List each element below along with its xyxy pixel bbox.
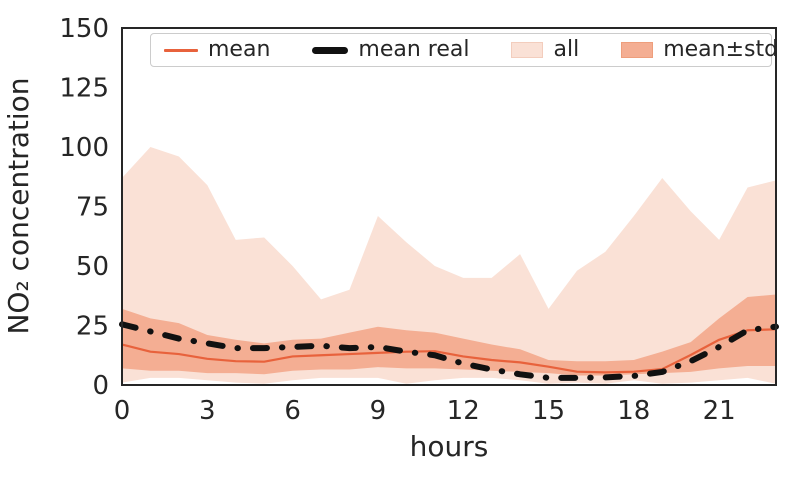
x-tick-label: 15 <box>532 396 565 426</box>
legend-label-mean: mean <box>208 37 271 62</box>
band-all <box>122 147 776 384</box>
legend-label-mean-real: mean real <box>358 37 470 62</box>
y-tick-label: 25 <box>76 312 109 342</box>
plot-border <box>121 27 777 386</box>
legend-item-mean-std: mean±std <box>621 39 778 61</box>
x-tick-label: 18 <box>617 396 650 426</box>
y-tick-label: 100 <box>59 133 109 163</box>
legend-label-mean-std: mean±std <box>663 37 779 62</box>
y-tick-label: 0 <box>92 371 109 401</box>
legend-swatch-all-patch <box>511 42 544 58</box>
y-axis-label: NO₂ concentration <box>2 77 35 334</box>
band-mean-std <box>122 294 776 376</box>
x-axis-label: hours <box>410 430 489 463</box>
x-tick-label: 21 <box>703 396 736 426</box>
legend-label-all: all <box>553 37 580 62</box>
legend-swatch-mean-real-line <box>312 46 349 54</box>
x-tick-label: 9 <box>370 396 387 426</box>
line-mean <box>121 328 777 374</box>
y-tick-label: 125 <box>59 74 109 104</box>
legend-swatch-mean-std-patch <box>621 42 654 58</box>
legend: mean mean real all mean±std <box>150 33 778 67</box>
legend-item-mean-real: mean real <box>312 39 469 61</box>
x-tick-label: 0 <box>114 396 131 426</box>
x-tick-label: 6 <box>284 396 301 426</box>
x-tick-label: 3 <box>199 396 216 426</box>
legend-swatch-mean-line <box>164 48 198 52</box>
x-tick-label: 12 <box>447 396 480 426</box>
legend-item-mean: mean <box>164 39 270 61</box>
legend-item-all: all <box>511 39 579 61</box>
y-tick-label: 50 <box>76 252 109 282</box>
plot-area: 0 3 6 9 12 15 18 21 0 25 50 75 100 125 150 <box>59 14 779 426</box>
y-tick-label: 150 <box>59 14 109 44</box>
y-tick-label: 75 <box>76 193 109 223</box>
